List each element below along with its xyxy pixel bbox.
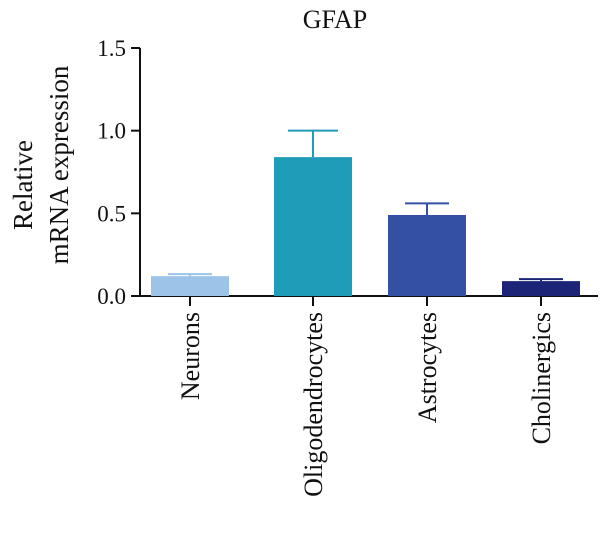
error-bars	[168, 129, 563, 282]
y-tick-label-2: 1.0	[97, 119, 126, 144]
x-tick-label-cholinergics: Cholinergics	[527, 312, 556, 444]
bar-cholinergics	[502, 281, 580, 296]
y-axis-label-line-2: mRNA expression	[44, 65, 74, 264]
x-tick-label-oligodendrocytes: Oligodendrocytes	[299, 312, 328, 497]
y-tick-label-3: 1.5	[97, 36, 126, 61]
y-ticks: 0.0 0.5 1.0 1.5	[97, 36, 140, 309]
y-axis-label-line-1: Relative	[8, 140, 38, 230]
y-tick-label-0: 0.0	[97, 284, 126, 309]
bars	[151, 157, 580, 296]
x-tick-label-neurons: Neurons	[176, 312, 205, 400]
y-tick-label-1: 0.5	[97, 201, 126, 226]
bar-astrocytes	[388, 214, 466, 296]
bar-oligodendrocytes	[274, 157, 352, 296]
chart-title: GFAP	[303, 5, 368, 34]
x-tick-label-astrocytes: Astrocytes	[413, 312, 442, 423]
bar-neurons	[151, 276, 229, 296]
x-ticks: Neurons Oligodendrocytes Astrocytes Choline…	[176, 296, 556, 497]
